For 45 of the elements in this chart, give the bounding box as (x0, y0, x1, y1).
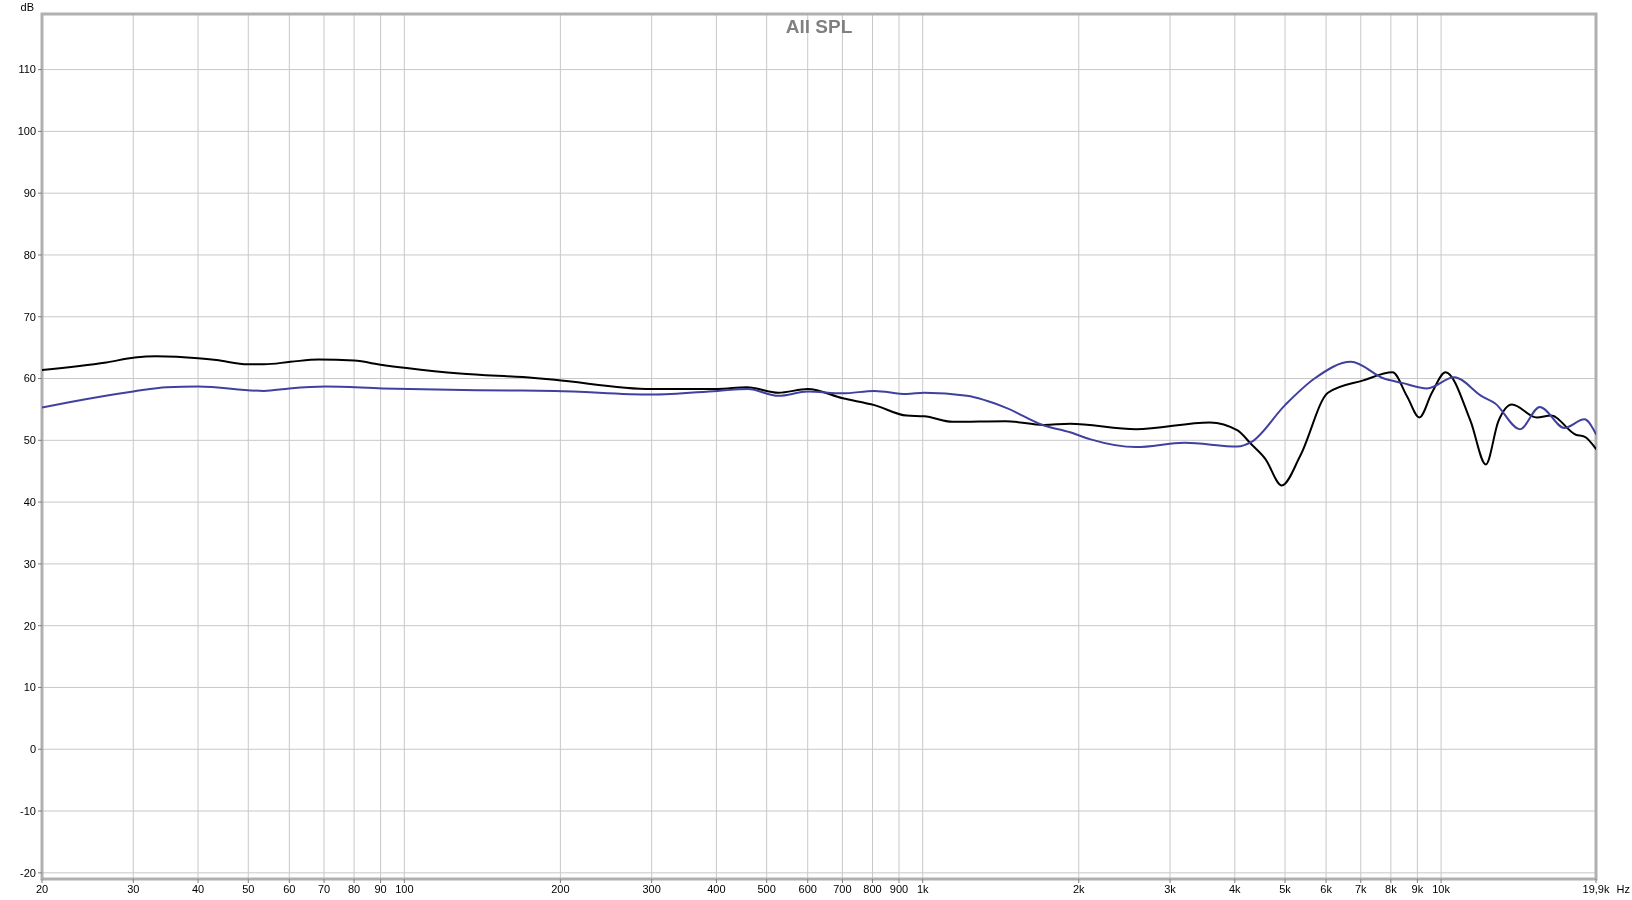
x-tick-label: 90 (374, 883, 387, 895)
y-tick-label: 0 (29, 743, 36, 756)
x-tick-label: 500 (757, 883, 776, 895)
y-tick-label: 40 (23, 495, 36, 508)
x-tick-label: 9k (1411, 883, 1424, 895)
y-tick-label: 70 (23, 310, 36, 323)
x-tick-label: 1k (916, 883, 930, 895)
x-tick-label: 300 (642, 883, 661, 895)
y-axis-title: dB (20, 1, 34, 13)
x-tick-label: 60 (283, 883, 296, 895)
y-tick-label: 30 (23, 557, 36, 570)
x-tick-label: 70 (317, 883, 331, 895)
y-tick-label: 90 (23, 187, 36, 200)
x-tick-label: 400 (707, 883, 726, 895)
x-tick-label: 19,9k (1582, 883, 1610, 895)
x-tick-label: 100 (395, 883, 414, 895)
x-tick-label: 6k (1320, 883, 1333, 895)
x-tick-label: 600 (798, 883, 817, 895)
y-tick-label: 60 (23, 372, 36, 385)
chart-title: All SPL (785, 16, 853, 37)
x-tick-label: 200 (551, 883, 570, 895)
x-tick-label: 5k (1279, 883, 1292, 895)
x-tick-label: 700 (833, 883, 852, 895)
x-tick-label: 7k (1354, 883, 1368, 895)
y-tick-label: 80 (23, 248, 36, 261)
x-tick-label: 2k (1072, 883, 1086, 895)
y-tick-label: -10 (20, 804, 36, 817)
x-tick-label: 20 (35, 883, 49, 895)
y-tick-label: 110 (18, 63, 36, 76)
x-tick-label: 50 (242, 883, 255, 895)
x-tick-label: 800 (863, 883, 882, 895)
x-tick-label: 4k (1228, 883, 1242, 895)
y-tick-label: -20 (20, 866, 36, 879)
y-tick-label: 20 (23, 619, 36, 632)
x-tick-label: 30 (127, 883, 140, 895)
y-tick-label: 50 (23, 434, 36, 447)
y-tick-label: 10 (23, 681, 36, 694)
x-tick-label: 900 (889, 883, 909, 895)
y-tick-label: 100 (17, 125, 36, 138)
x-tick-label: 40 (191, 883, 205, 895)
x-axis-title: Hz (1616, 883, 1630, 895)
x-tick-label: 8k (1385, 883, 1398, 895)
x-tick-label: 3k (1164, 883, 1177, 895)
x-tick-label: 10k (1432, 883, 1451, 895)
x-tick-label: 80 (347, 883, 361, 895)
